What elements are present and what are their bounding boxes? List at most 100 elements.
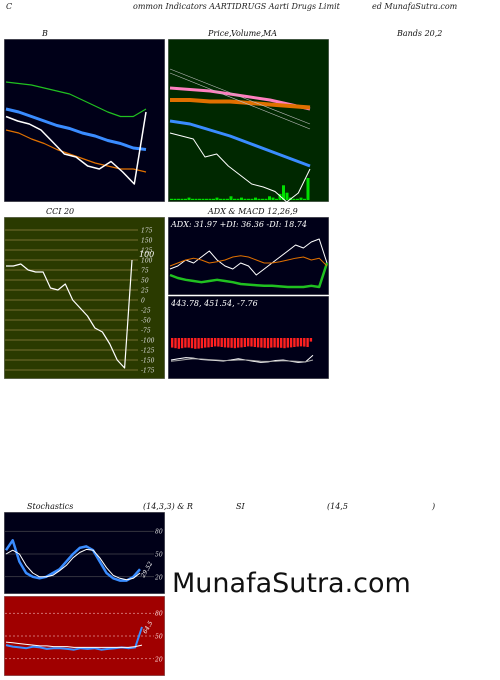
cci-tick-label: -150: [141, 358, 155, 365]
volume-bar: [177, 198, 180, 200]
bollinger-price-line: [5, 111, 147, 185]
volume-bar: [292, 198, 296, 200]
macd-histogram-bar: [243, 338, 247, 347]
adx-label: ADX: 31.97 +DI: 36.36 -DI: 18.74: [170, 220, 307, 229]
macd-histogram-bar: [289, 338, 293, 348]
stoch-tick-label: 80: [155, 529, 163, 536]
stoch-params: (14,3,3) & R: [143, 502, 193, 511]
macd-histogram-bar: [217, 338, 220, 347]
watermark: MunafaSutra.com: [172, 568, 411, 599]
adx-adx-line: [169, 238, 328, 276]
volume-bar: [282, 185, 285, 200]
bollinger-middle-line: [5, 107, 147, 151]
macd-histogram-bar: [197, 338, 200, 349]
macd-histogram-bar: [230, 338, 233, 348]
macd-histogram-bar: [187, 338, 190, 348]
stoch-title: Stochastics: [27, 502, 74, 511]
ma-title: MA: [263, 29, 277, 38]
macd-histogram-bar: [200, 338, 204, 349]
rsi-tick-label: 80: [155, 611, 163, 618]
rsi-tick-label: 50: [155, 634, 163, 641]
macd-histogram-bar: [280, 338, 283, 348]
volume-bar: [208, 198, 212, 200]
price-ma-orange-line: [170, 98, 311, 110]
macd-histogram-bar: [177, 338, 180, 349]
cci-tick-label: -75: [141, 328, 151, 335]
volume-bar: [187, 197, 191, 200]
macd-histogram-bar: [273, 338, 276, 348]
rsi-params: (14,5: [327, 502, 348, 511]
macd-histogram-bar: [210, 338, 213, 347]
volume-bar: [198, 198, 201, 200]
volume-bar: [275, 198, 278, 200]
volume-title: Volume,: [231, 29, 264, 38]
bollinger-upper-line: [5, 81, 147, 118]
macd-histogram-bar: [207, 338, 210, 348]
adx-chart: ADX: 31.97 +DI: 36.36 -DI: 18.74: [168, 217, 329, 295]
cci-annotation: 100: [139, 250, 154, 259]
macd-histogram-bar: [266, 338, 270, 349]
cci-tick-label: -50: [141, 318, 151, 325]
macd-histogram-bar: [260, 338, 263, 348]
volume-bar: [229, 196, 233, 200]
volume-bar: [303, 198, 306, 200]
volume-bar: [268, 196, 271, 200]
volume-bar: [278, 193, 282, 200]
macd-histogram-bar: [220, 338, 223, 347]
volume-bar: [264, 198, 268, 200]
adx-plus-di-line: [169, 262, 329, 289]
macd-histogram-bar: [180, 338, 184, 349]
macd-histogram-bar: [171, 338, 174, 348]
macd-histogram-bar: [309, 338, 313, 342]
macd-histogram-bar: [227, 338, 230, 348]
stoch-k-line: [4, 539, 141, 582]
rsi-close: ): [432, 502, 436, 511]
cci-tick-label: 150: [141, 238, 153, 245]
macd-chart: 443.78, 451.54, -7.76: [168, 296, 329, 379]
macd-histogram-bar: [250, 338, 253, 347]
adx-title: ADX & MACD 12,26,9: [208, 207, 298, 216]
cci-tick-label: 50: [141, 278, 149, 285]
macd-histogram-bar: [286, 338, 289, 348]
volume-bar: [180, 198, 184, 200]
cci-tick-label: -175: [141, 368, 155, 375]
volume-bar: [170, 198, 173, 200]
volume-bar: [205, 198, 208, 200]
volume-bar: [261, 198, 264, 200]
price-title: Price,: [208, 29, 232, 38]
bollinger-title: B: [42, 29, 48, 38]
volume-bar: [201, 198, 205, 200]
volume-bar: [194, 198, 198, 200]
bollinger-chart: [4, 39, 165, 202]
macd-histogram-bar: [283, 338, 286, 349]
cci-tick-label: 0: [141, 298, 145, 305]
macd-histogram-bar: [194, 338, 197, 349]
volume-bar: [219, 198, 222, 200]
stoch-tick-label: 50: [155, 552, 163, 559]
macd-histogram-bar: [213, 338, 217, 347]
macd-histogram-bar: [190, 338, 194, 349]
cci-line: [6, 259, 133, 369]
volume-bar: [173, 198, 177, 200]
macd-histogram-bar: [240, 338, 243, 348]
volume-bar: [254, 197, 257, 200]
header-left: C: [6, 2, 13, 11]
rsi-tick-label: 20: [154, 656, 163, 663]
stoch-d-line: [5, 548, 141, 581]
volume-bar: [299, 197, 303, 200]
volume-bar: [212, 198, 215, 200]
bands-title: Bands 20,2: [397, 29, 443, 38]
macd-histogram-bar: [233, 338, 237, 349]
cci-title: CCI 20: [46, 207, 75, 216]
volume-bar: [243, 198, 247, 200]
rsi-rsi-ma-line: [5, 641, 143, 648]
macd-histogram-bar: [263, 338, 266, 348]
macd-histogram-bar: [204, 338, 207, 348]
macd-histogram-bar: [253, 338, 256, 347]
macd-signal-line: [170, 358, 314, 363]
volume-bar: [247, 198, 250, 200]
macd-histogram-bar: [270, 338, 273, 348]
trend-line: [169, 68, 311, 125]
macd-label: 443.78, 451.54, -7.76: [170, 299, 258, 308]
